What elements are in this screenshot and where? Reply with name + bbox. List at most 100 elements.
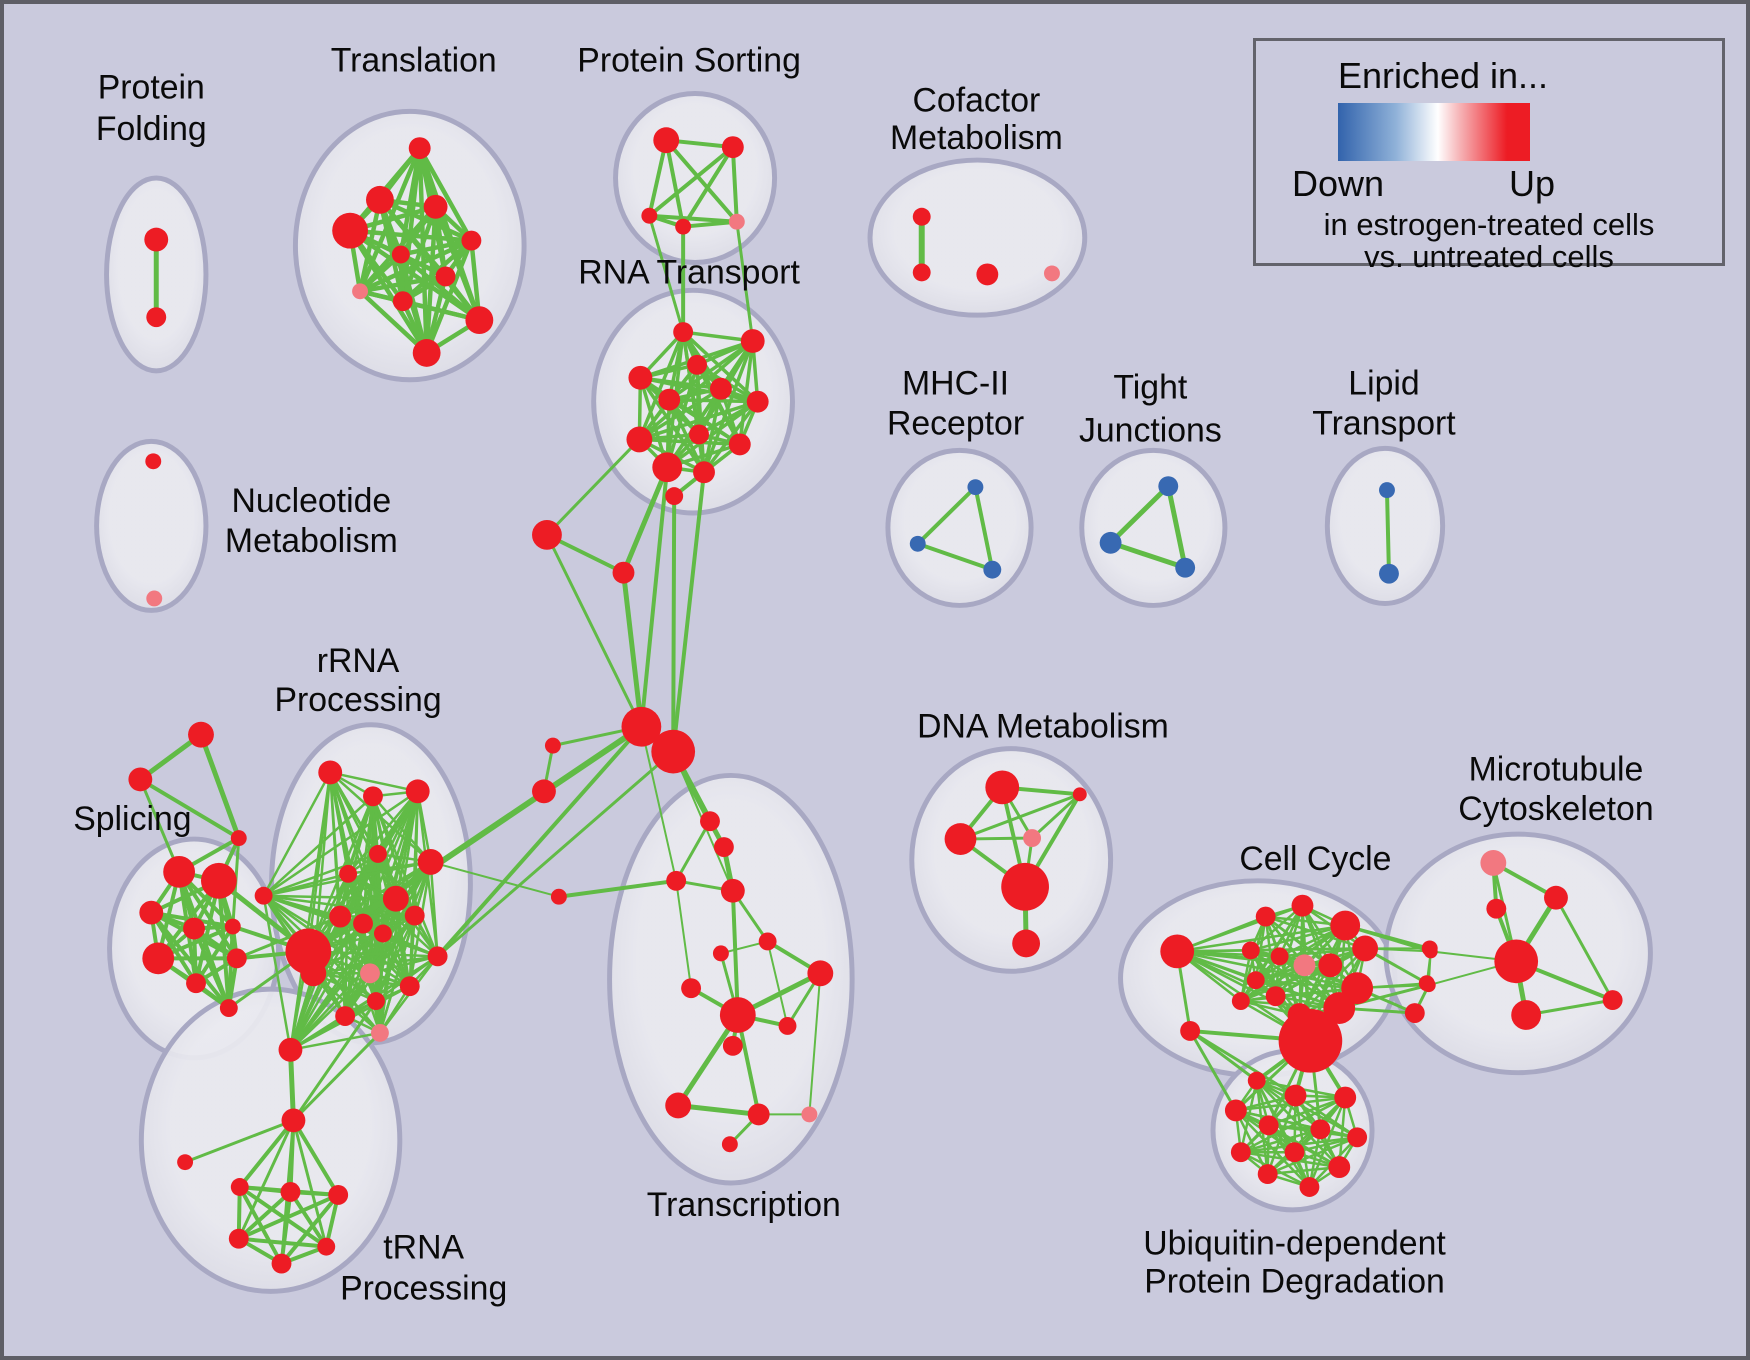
edge: [1254, 924, 1347, 982]
cluster-label-rrna-processing: rRNA Processing: [274, 642, 441, 719]
gene-set-node: [352, 283, 368, 300]
gene-set-node: [1299, 1177, 1320, 1197]
edge: [665, 399, 760, 469]
gene-set-node: [1310, 1119, 1331, 1140]
gene-set-node: [392, 291, 413, 312]
edge: [1239, 1128, 1322, 1154]
edge: [262, 790, 419, 897]
gene-set-node: [944, 823, 977, 855]
gene-set-node: [713, 837, 734, 857]
edge: [177, 869, 239, 961]
nodes: [128, 127, 1623, 1274]
edge: [198, 732, 242, 841]
edge: [1266, 1096, 1347, 1176]
edge: [1030, 792, 1082, 840]
gene-set-node: [912, 263, 931, 282]
gene-set-node: [230, 1178, 249, 1196]
gene-set-node: [689, 424, 709, 445]
edge: [312, 972, 382, 1035]
gene-set-node: [435, 266, 456, 287]
edge: [347, 228, 429, 356]
edge: [1175, 904, 1304, 953]
edge: [368, 955, 439, 975]
gene-set-node: [1224, 1099, 1247, 1122]
gene-set-node: [976, 263, 999, 286]
gene-set-node: [1494, 939, 1539, 984]
cluster-label-mhc-ii-receptor: MHC-II Receptor: [887, 365, 1024, 443]
network-canvas: Protein Folding Translation Protein Sorting…: [73, 42, 1653, 1308]
gene-set-node: [317, 1237, 336, 1256]
gene-set-node: [665, 1092, 692, 1119]
edge: [289, 972, 315, 1052]
edge: [1249, 904, 1304, 952]
edge: [262, 771, 332, 897]
cluster-labels: Protein Folding Translation Protein Sorting…: [73, 42, 1653, 1308]
cluster-ellipse-nucleotide-metabolism: [94, 438, 209, 613]
gene-set-node: [1001, 862, 1049, 911]
edge: [1188, 1029, 1238, 1112]
edge: [194, 924, 235, 986]
edge: [291, 1118, 328, 1249]
edge: [675, 1012, 741, 1108]
gene-set-node: [1023, 829, 1042, 848]
gene-set-node: [967, 479, 984, 496]
gene-set-node: [408, 137, 431, 160]
edge: [288, 1189, 329, 1249]
edge: [730, 145, 739, 224]
edge: [637, 399, 760, 442]
edge: [289, 1031, 382, 1052]
edge: [262, 894, 411, 988]
edge: [808, 972, 822, 1116]
gene-set-node: [186, 973, 206, 994]
cluster-label-lipid-transport: Lipid Transport: [1312, 365, 1456, 443]
edge: [702, 386, 723, 474]
edge: [262, 795, 375, 897]
gene-set-node: [363, 786, 383, 807]
edge: [291, 999, 378, 1122]
edge: [1239, 999, 1341, 1010]
gene-set-node: [366, 185, 394, 214]
edge: [357, 274, 448, 294]
edge: [1293, 1136, 1359, 1154]
gene-set-node: [1330, 910, 1361, 941]
gene-set-node: [912, 207, 931, 226]
gene-set-node: [1175, 557, 1196, 578]
edge: [435, 724, 644, 959]
edge: [730, 888, 740, 1018]
edge: [959, 792, 1082, 841]
gene-set-node: [146, 590, 163, 607]
gene-set-node: [1255, 906, 1276, 927]
edge: [664, 138, 686, 229]
edge: [328, 771, 419, 793]
gene-set-node: [1293, 954, 1316, 977]
gene-set-node: [612, 561, 635, 584]
edge: [637, 330, 685, 442]
gene-set-node: [353, 913, 373, 934]
gene-set-node: [687, 354, 707, 375]
gene-set-node: [1241, 941, 1260, 960]
edge: [915, 541, 995, 572]
edge: [236, 1192, 341, 1241]
cluster-ellipse-dna-metabolism: [909, 746, 1114, 974]
gene-set-node: [1158, 476, 1179, 497]
gene-set-node: [328, 1185, 349, 1205]
edge: [361, 790, 419, 925]
edge: [675, 1102, 762, 1117]
gene-set-node: [675, 218, 692, 235]
edge: [357, 289, 429, 356]
edge: [236, 1189, 293, 1241]
gene-set-node: [404, 905, 425, 926]
edge: [675, 879, 693, 990]
gene-set-node: [370, 1023, 389, 1042]
edge: [1384, 488, 1391, 576]
cluster-label-dna-metabolism: DNA Metabolism: [917, 708, 1169, 746]
gene-set-node: [1323, 992, 1356, 1024]
edge: [545, 437, 641, 537]
gene-set-node: [985, 770, 1020, 805]
gene-set-node: [719, 997, 756, 1033]
gene-set-node: [200, 862, 237, 899]
gene-set-node: [532, 779, 556, 804]
gene-set-node: [382, 885, 409, 912]
cluster-ellipse-lipid-transport: [1324, 445, 1446, 606]
